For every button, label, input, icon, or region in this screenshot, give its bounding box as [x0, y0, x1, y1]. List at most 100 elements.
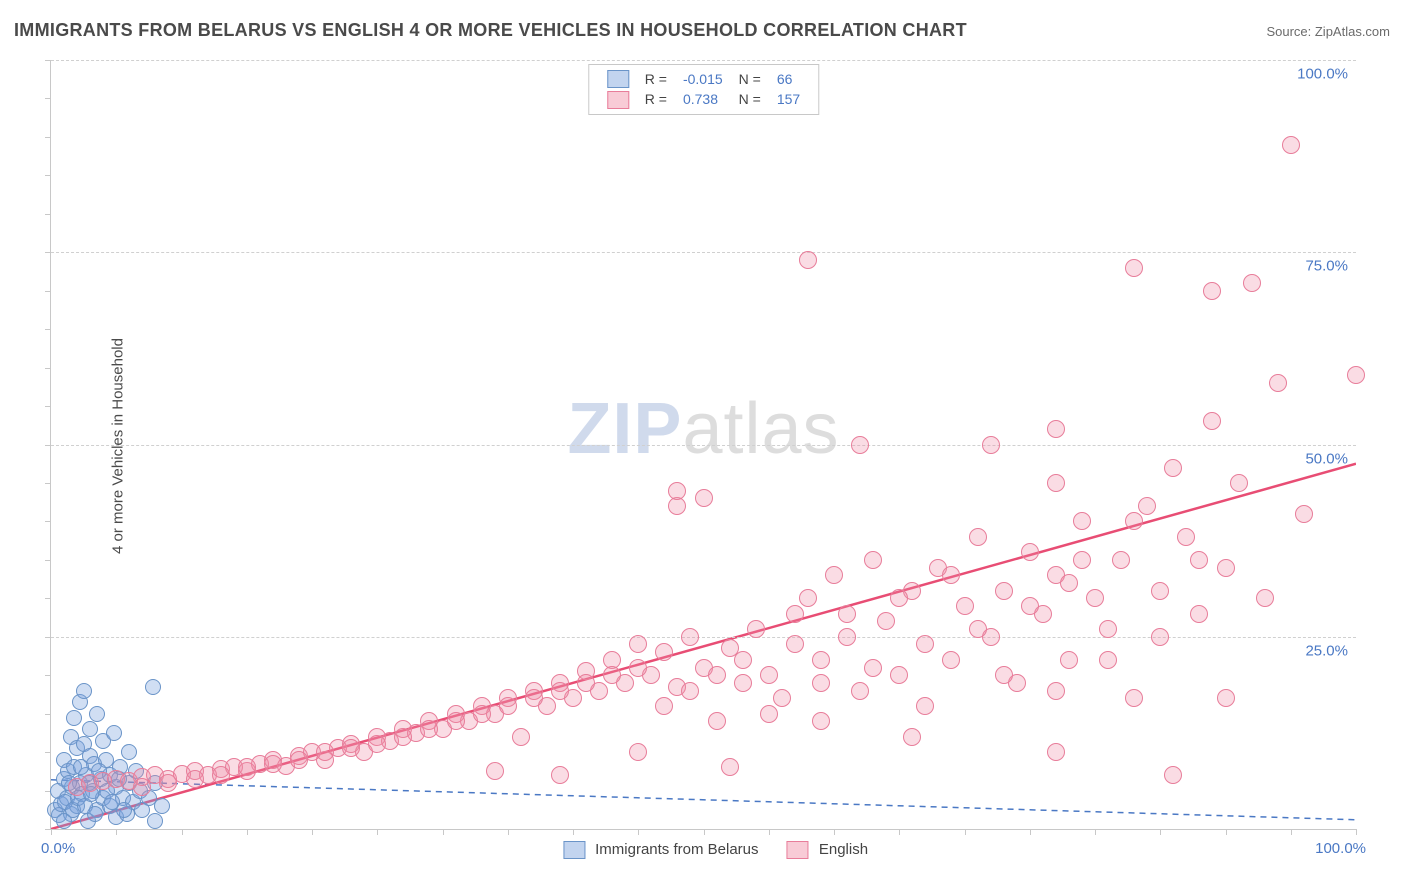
legend-r-value: -0.015 — [675, 69, 731, 89]
scatter-point — [486, 762, 504, 780]
scatter-point — [133, 778, 151, 796]
x-tick — [1095, 829, 1096, 835]
scatter-point — [1190, 605, 1208, 623]
legend-r-value: 0.738 — [675, 89, 731, 109]
scatter-point — [1282, 136, 1300, 154]
x-tick — [965, 829, 966, 835]
gridline — [51, 252, 1356, 253]
scatter-point — [1295, 505, 1313, 523]
x-tick — [1160, 829, 1161, 835]
chart-title: IMMIGRANTS FROM BELARUS VS ENGLISH 4 OR … — [14, 20, 967, 41]
scatter-point — [760, 705, 778, 723]
scatter-point — [1060, 651, 1078, 669]
y-tick — [45, 521, 51, 522]
scatter-point — [747, 620, 765, 638]
scatter-point — [212, 766, 230, 784]
scatter-point — [316, 743, 334, 761]
scatter-point — [1060, 574, 1078, 592]
x-tick — [377, 829, 378, 835]
legend-n-label: N = — [731, 69, 769, 89]
scatter-point — [681, 682, 699, 700]
y-tick-label: 100.0% — [1297, 66, 1348, 83]
scatter-point — [1217, 689, 1235, 707]
scatter-point — [525, 689, 543, 707]
watermark-zip: ZIP — [567, 389, 682, 469]
y-tick — [45, 483, 51, 484]
scatter-point — [512, 728, 530, 746]
scatter-point — [73, 759, 89, 775]
scatter-point — [877, 612, 895, 630]
gridline — [51, 445, 1356, 446]
x-tick — [1030, 829, 1031, 835]
scatter-point — [603, 666, 621, 684]
legend-r-label: R = — [637, 69, 675, 89]
scatter-point — [447, 712, 465, 730]
scatter-point — [799, 251, 817, 269]
x-axis-min-label: 0.0% — [41, 840, 75, 857]
scatter-point — [121, 744, 137, 760]
scatter-point — [89, 706, 105, 722]
scatter-point — [394, 728, 412, 746]
scatter-point — [1125, 689, 1143, 707]
y-tick — [45, 560, 51, 561]
x-tick — [704, 829, 705, 835]
y-tick — [45, 445, 51, 446]
scatter-point — [629, 635, 647, 653]
scatter-point — [147, 813, 163, 829]
scatter-point — [186, 770, 204, 788]
scatter-point — [942, 566, 960, 584]
y-tick — [45, 406, 51, 407]
scatter-point — [942, 651, 960, 669]
y-tick — [45, 214, 51, 215]
scatter-point — [368, 735, 386, 753]
scatter-point — [1177, 528, 1195, 546]
scatter-point — [825, 566, 843, 584]
x-tick — [51, 829, 52, 835]
scatter-point — [1047, 420, 1065, 438]
scatter-point — [708, 666, 726, 684]
square-swatch-icon — [607, 70, 629, 88]
scatter-point — [1099, 620, 1117, 638]
scatter-point — [1151, 582, 1169, 600]
scatter-point — [473, 705, 491, 723]
y-tick — [45, 60, 51, 61]
scatter-point — [851, 682, 869, 700]
scatter-point — [864, 659, 882, 677]
y-tick — [45, 752, 51, 753]
scatter-point — [799, 589, 817, 607]
y-tick — [45, 368, 51, 369]
scatter-point — [66, 710, 82, 726]
y-tick-label: 50.0% — [1305, 450, 1348, 467]
scatter-plot-area: ZIPatlas R = -0.015 N = 66 R = 0.738 N =… — [50, 60, 1356, 830]
x-tick — [638, 829, 639, 835]
scatter-point — [1099, 651, 1117, 669]
scatter-point — [629, 659, 647, 677]
legend-series-label: English — [819, 841, 868, 858]
y-tick — [45, 329, 51, 330]
scatter-point — [1190, 551, 1208, 569]
scatter-point — [734, 651, 752, 669]
scatter-point — [668, 482, 686, 500]
x-tick — [573, 829, 574, 835]
y-tick — [45, 137, 51, 138]
scatter-point — [969, 620, 987, 638]
scatter-point — [1151, 628, 1169, 646]
legend-r-label: R = — [637, 89, 675, 109]
scatter-point — [1021, 597, 1039, 615]
scatter-point — [238, 758, 256, 776]
scatter-point — [786, 635, 804, 653]
scatter-point — [1125, 259, 1143, 277]
source-prefix: Source: — [1266, 24, 1314, 39]
x-tick — [1226, 829, 1227, 835]
legend-row-series-1: R = 0.738 N = 157 — [599, 89, 808, 109]
y-tick — [45, 598, 51, 599]
scatter-point — [1203, 412, 1221, 430]
scatter-point — [1112, 551, 1130, 569]
square-swatch-icon — [563, 841, 585, 859]
scatter-point — [629, 743, 647, 761]
scatter-point — [1269, 374, 1287, 392]
scatter-point — [812, 674, 830, 692]
scatter-point — [1125, 512, 1143, 530]
scatter-point — [82, 721, 98, 737]
square-swatch-icon — [607, 91, 629, 109]
